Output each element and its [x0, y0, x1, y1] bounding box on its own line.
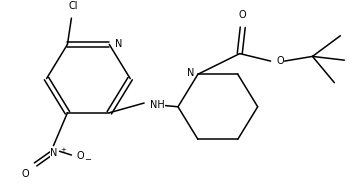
- Text: +: +: [61, 146, 66, 153]
- Text: Cl: Cl: [69, 1, 78, 11]
- Text: O: O: [276, 56, 284, 66]
- Text: O: O: [239, 10, 246, 20]
- Text: N: N: [187, 68, 194, 78]
- Text: NH: NH: [150, 100, 165, 110]
- Text: O: O: [76, 151, 84, 161]
- Text: N: N: [50, 148, 57, 158]
- Text: N: N: [115, 39, 122, 49]
- Text: O: O: [22, 169, 30, 179]
- Text: −: −: [84, 155, 91, 164]
